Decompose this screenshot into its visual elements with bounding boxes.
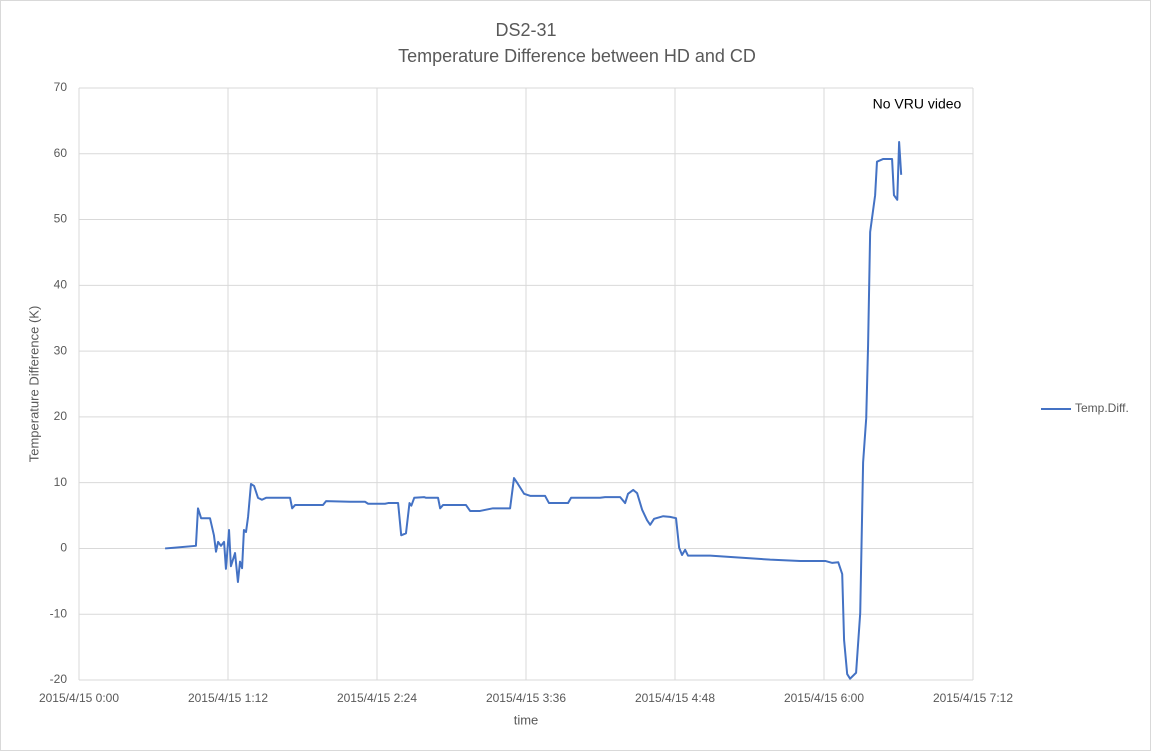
- chart-title: DS2-31: [495, 20, 556, 40]
- legend-label: Temp.Diff.: [1075, 401, 1129, 415]
- x-tick-label: 2015/4/15 1:12: [188, 691, 268, 705]
- annotation: No VRU video: [873, 96, 962, 112]
- y-tick-label: 50: [54, 212, 68, 226]
- x-tick-label: 2015/4/15 6:00: [784, 691, 864, 705]
- data-line: [165, 140, 903, 680]
- chart-subtitle: Temperature Difference between HD and CD: [398, 46, 756, 66]
- y-tick-label: 70: [54, 80, 68, 94]
- y-tick-label: 60: [54, 146, 68, 160]
- x-tick-label: 2015/4/15 3:36: [486, 691, 566, 705]
- y-axis-label: Temperature Difference (K): [26, 306, 41, 463]
- x-tick-label: 2015/4/15 4:48: [635, 691, 715, 705]
- y-tick-label: -20: [50, 672, 68, 686]
- y-tick-label: 10: [54, 475, 68, 489]
- x-tick-label: 2015/4/15 0:00: [39, 691, 119, 705]
- y-tick-label: 0: [60, 541, 67, 555]
- x-axis-label: time: [514, 712, 539, 727]
- y-tick-label: 20: [54, 409, 68, 423]
- y-tick-label: -10: [50, 606, 68, 620]
- y-tick-label: 40: [54, 278, 68, 292]
- x-tick-label: 2015/4/15 2:24: [337, 691, 417, 705]
- y-tick-label: 30: [54, 343, 68, 357]
- x-tick-label: 2015/4/15 7:12: [933, 691, 1013, 705]
